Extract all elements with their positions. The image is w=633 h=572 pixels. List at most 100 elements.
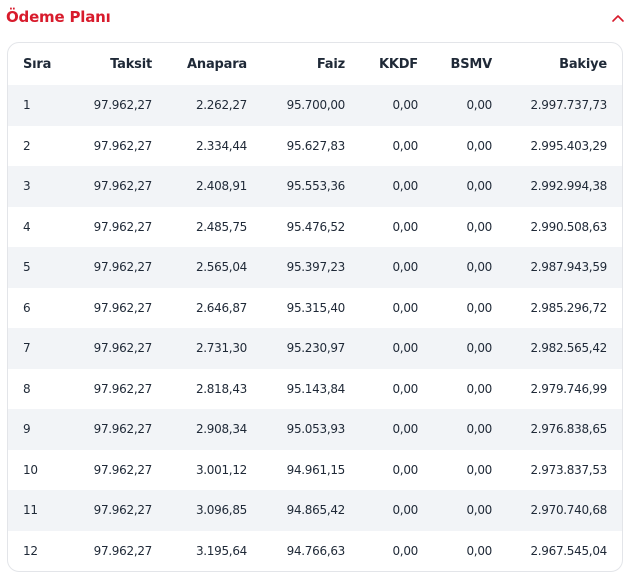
cell-anapara: 3.096,85 [152, 490, 247, 531]
cell-sira: 9 [8, 409, 70, 450]
table-header-row: Sıra Taksit Anapara Faiz KKDF BSMV Bakiye [8, 43, 622, 85]
cell-anapara: 2.731,30 [152, 328, 247, 369]
cell-taksit: 97.962,27 [70, 166, 152, 207]
table-row: 12 97.962,27 3.195,64 94.766,63 0,00 0,00 2.96… [8, 531, 622, 572]
cell-bakiye: 2.976.838,65 [492, 409, 622, 450]
header-kkdf: KKDF [378, 56, 418, 72]
cell-kkdf: 0,00 [392, 381, 418, 396]
cell-sira: 4 [23, 219, 31, 234]
cell-bsmv: 0,00 [466, 381, 492, 396]
header-bsmv: BSMV [450, 56, 493, 72]
cell-bsmv: 0,00 [418, 490, 492, 531]
chevron-up-icon[interactable] [609, 9, 627, 27]
cell-bsmv: 0,00 [466, 138, 492, 153]
cell-kkdf: 0,00 [392, 543, 418, 558]
payment-plan-table-card: Sıra Taksit Anapara Faiz KKDF BSMV Bakiye 1 97.… [7, 42, 623, 572]
cell-anapara: 2.408,91 [152, 166, 247, 207]
cell-taksit: 97.962,27 [70, 409, 152, 450]
cell-bsmv: 0,00 [418, 409, 492, 450]
cell-kkdf: 0,00 [392, 219, 418, 234]
section-title: Ödeme Planı [6, 8, 111, 26]
cell-bsmv: 0,00 [418, 166, 492, 207]
table-row: 5 97.962,27 2.565,04 95.397,23 0,00 0,00 2.987… [8, 247, 622, 288]
cell-sira: 11 [8, 490, 70, 531]
header-anapara: Anapara [187, 56, 247, 72]
cell-taksit: 97.962,27 [93, 462, 153, 477]
table-row: 10 97.962,27 3.001,12 94.961,15 0,00 0,00 2.97… [8, 450, 622, 491]
cell-taksit: 97.962,27 [93, 138, 153, 153]
cell-kkdf: 0,00 [392, 138, 418, 153]
cell-kkdf: 0,00 [345, 409, 418, 450]
cell-faiz: 95.627,83 [286, 138, 346, 153]
cell-faiz: 94.961,15 [286, 462, 346, 477]
cell-faiz: 95.700,00 [247, 85, 345, 126]
payment-plan-table: Sıra Taksit Anapara Faiz KKDF BSMV Bakiye 1 97.… [8, 43, 622, 572]
cell-bsmv: 0,00 [418, 328, 492, 369]
cell-faiz: 95.476,52 [286, 219, 346, 234]
payment-plan-header: Ödeme Planı [0, 0, 633, 36]
table-row: 6 97.962,27 2.646,87 95.315,40 0,00 0,00 2.985… [8, 288, 622, 329]
cell-kkdf: 0,00 [392, 300, 418, 315]
cell-bsmv: 0,00 [418, 85, 492, 126]
cell-anapara: 2.334,44 [195, 138, 247, 153]
cell-faiz: 95.553,36 [247, 166, 345, 207]
cell-anapara: 2.485,75 [195, 219, 247, 234]
table-row: 11 97.962,27 3.096,85 94.865,42 0,00 0,00 2.97… [8, 490, 622, 531]
cell-kkdf: 0,00 [345, 85, 418, 126]
cell-faiz: 94.766,63 [286, 543, 346, 558]
table-row: 7 97.962,27 2.731,30 95.230,97 0,00 0,00 2.982… [8, 328, 622, 369]
table-row: 2 97.962,27 2.334,44 95.627,83 0,00 0,00 2.995… [8, 126, 622, 167]
table-row: 1 97.962,27 2.262,27 95.700,00 0,00 0,00 2.997… [8, 85, 622, 126]
cell-anapara: 2.262,27 [152, 85, 247, 126]
cell-sira: 8 [23, 381, 31, 396]
cell-kkdf: 0,00 [392, 462, 418, 477]
cell-bsmv: 0,00 [466, 462, 492, 477]
cell-kkdf: 0,00 [345, 166, 418, 207]
cell-sira: 1 [8, 85, 70, 126]
cell-faiz: 95.053,93 [247, 409, 345, 450]
cell-kkdf: 0,00 [345, 490, 418, 531]
cell-sira: 5 [8, 247, 70, 288]
header-sira: Sıra [23, 56, 52, 72]
cell-taksit: 97.962,27 [93, 219, 153, 234]
cell-bakiye: 2.982.565,42 [492, 328, 622, 369]
cell-anapara: 2.565,04 [152, 247, 247, 288]
cell-anapara: 2.908,34 [152, 409, 247, 450]
cell-bsmv: 0,00 [466, 543, 492, 558]
cell-sira: 6 [23, 300, 31, 315]
cell-sira: 3 [8, 166, 70, 207]
cell-anapara: 3.001,12 [195, 462, 247, 477]
cell-bakiye: 2.985.296,72 [530, 300, 607, 315]
cell-anapara: 2.646,87 [195, 300, 247, 315]
cell-sira: 10 [23, 462, 38, 477]
cell-anapara: 3.195,64 [195, 543, 247, 558]
cell-taksit: 97.962,27 [70, 328, 152, 369]
cell-sira: 2 [23, 138, 31, 153]
table-row: 9 97.962,27 2.908,34 95.053,93 0,00 0,00 2.976… [8, 409, 622, 450]
cell-faiz: 95.143,84 [286, 381, 346, 396]
cell-bakiye: 2.973.837,53 [530, 462, 607, 477]
cell-faiz: 95.230,97 [247, 328, 345, 369]
cell-sira: 7 [8, 328, 70, 369]
cell-bakiye: 2.992.994,38 [492, 166, 622, 207]
cell-taksit: 97.962,27 [70, 490, 152, 531]
cell-anapara: 2.818,43 [195, 381, 247, 396]
cell-bsmv: 0,00 [418, 247, 492, 288]
cell-taksit: 97.962,27 [93, 300, 153, 315]
cell-faiz: 95.397,23 [247, 247, 345, 288]
header-taksit: Taksit [110, 56, 152, 72]
cell-bsmv: 0,00 [466, 219, 492, 234]
cell-faiz: 95.315,40 [286, 300, 346, 315]
header-bakiye: Bakiye [559, 56, 607, 72]
cell-bakiye: 2.979.746,99 [530, 381, 607, 396]
cell-taksit: 97.962,27 [70, 85, 152, 126]
cell-sira: 12 [23, 543, 38, 558]
cell-bakiye: 2.967.545,04 [530, 543, 607, 558]
table-row: 4 97.962,27 2.485,75 95.476,52 0,00 0,00 2.990… [8, 207, 622, 248]
cell-bsmv: 0,00 [466, 300, 492, 315]
cell-kkdf: 0,00 [345, 328, 418, 369]
cell-taksit: 97.962,27 [93, 381, 153, 396]
cell-taksit: 97.962,27 [70, 247, 152, 288]
cell-faiz: 94.865,42 [247, 490, 345, 531]
cell-bakiye: 2.990.508,63 [530, 219, 607, 234]
